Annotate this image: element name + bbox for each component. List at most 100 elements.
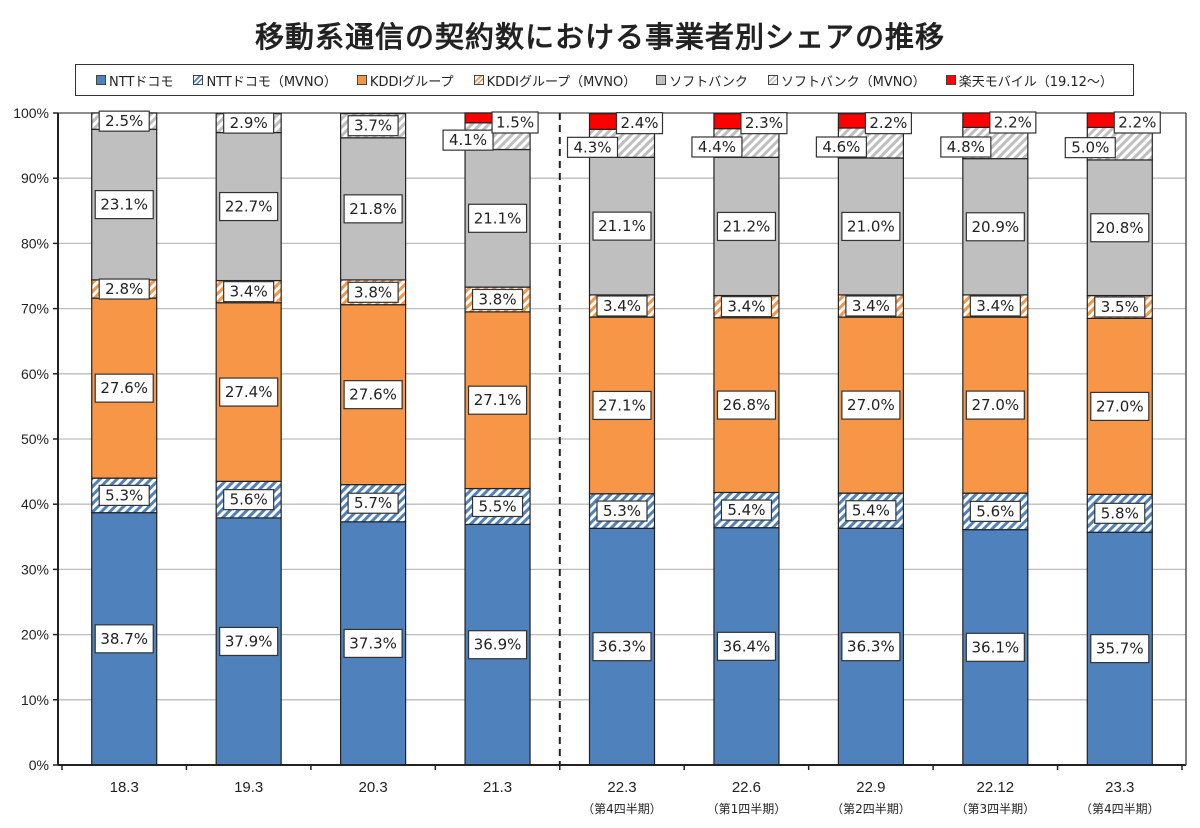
data-label-text: 2.2%: [1118, 114, 1156, 132]
x-tick-sublabel: （第2四半期）: [831, 802, 911, 816]
legend-swatch: [356, 75, 367, 85]
data-label-box: [343, 628, 403, 659]
data-label: 37.9%: [219, 626, 279, 657]
data-label-box: [98, 484, 150, 506]
data-label: 36.3%: [592, 632, 652, 662]
data-label-text: 36.9%: [474, 636, 522, 654]
data-label-box: [347, 492, 399, 514]
data-label-text: 2.9%: [230, 114, 268, 132]
legend-swatch: [767, 75, 778, 85]
data-label-box: [969, 500, 1021, 522]
data-label: 36.9%: [467, 630, 528, 660]
data-label: 20.8%: [1090, 213, 1150, 243]
data-label-text: 4.4%: [698, 138, 736, 156]
data-label-box: [1094, 502, 1146, 524]
data-label-box: [592, 211, 652, 241]
y-tick-label: 90%: [21, 170, 49, 186]
legend-swatch: [96, 75, 107, 85]
data-label-box: [841, 211, 901, 242]
data-label: 5.0%: [1064, 137, 1116, 159]
data-label-box: [566, 136, 619, 158]
data-label: 3.8%: [471, 288, 524, 311]
data-label-text: 27.0%: [972, 396, 1020, 414]
data-label-text: 20.8%: [1096, 219, 1144, 237]
data-label: 1.5%: [491, 111, 539, 134]
chart-title: 移動系通信の契約数における事業者別シェアの推移: [254, 20, 945, 54]
data-label-text: 20.9%: [972, 218, 1020, 236]
data-label: 3.8%: [347, 281, 399, 303]
legend-label: ソフトバンク（MVNO）: [780, 74, 926, 90]
data-label: 5.4%: [720, 499, 773, 521]
data-label-text: 22.7%: [225, 198, 273, 216]
data-label-text: 3.4%: [603, 297, 641, 315]
data-label-text: 27.6%: [349, 386, 397, 404]
data-label-text: 5.8%: [1101, 504, 1139, 522]
data-label-text: 27.0%: [847, 396, 895, 414]
data-label: 27.1%: [592, 390, 652, 421]
data-label-box: [467, 385, 528, 415]
data-label-box: [691, 136, 743, 158]
data-label-box: [592, 632, 652, 662]
data-label: 20.9%: [965, 212, 1025, 242]
data-label-box: [219, 191, 279, 222]
data-label: 5.3%: [596, 500, 648, 522]
data-label-box: [965, 212, 1025, 242]
data-label: 5.4%: [845, 500, 897, 522]
data-label: 5.6%: [223, 489, 275, 511]
data-label-text: 36.3%: [598, 638, 646, 656]
data-label-text: 36.1%: [972, 638, 1020, 656]
data-label: 36.4%: [716, 631, 777, 661]
data-label: 38.7%: [94, 624, 154, 654]
data-label: 5.8%: [1094, 502, 1146, 524]
data-label-text: 21.1%: [598, 217, 646, 235]
data-label: 26.8%: [716, 390, 777, 420]
legend-swatch: [193, 75, 204, 85]
data-label-text: 4.8%: [947, 138, 985, 156]
y-tick-label: 80%: [21, 235, 49, 251]
y-tick-label: 60%: [21, 366, 49, 382]
data-label-text: 27.4%: [225, 383, 273, 401]
data-label-box: [223, 281, 275, 303]
data-label: 36.3%: [841, 632, 901, 662]
legend-item: NTTドコモ: [96, 71, 173, 90]
data-label-text: 36.3%: [847, 638, 895, 656]
legend-label: NTTドコモ（MVNO）: [206, 74, 337, 90]
legend-label: 楽天モバイル（19.12～）: [958, 74, 1113, 90]
data-label: 5.5%: [471, 495, 524, 518]
legend-label: KDDIグループ: [369, 74, 454, 90]
axes: 0% 10% 20% 30% 40% 50% 60% 70% 80% 90% 100% 18.3 19.…: [13, 105, 1187, 816]
data-label-box: [596, 295, 648, 317]
legend-label: KDDIグループ（MVNO）: [486, 74, 637, 90]
data-label-box: [219, 626, 279, 657]
data-label-box: [845, 295, 897, 317]
data-label-text: 5.7%: [354, 494, 392, 512]
data-label-text: 2.3%: [745, 114, 783, 132]
data-label-box: [347, 115, 399, 137]
data-label-box: [815, 136, 867, 158]
legend-item: KDDIグループ（MVNO）: [473, 71, 637, 90]
data-label: 27.1%: [467, 385, 528, 415]
data-label-box: [343, 194, 403, 224]
data-label-text: 2.2%: [994, 114, 1032, 132]
y-tick-label: 70%: [21, 301, 49, 317]
data-label: 3.4%: [596, 295, 648, 317]
legend-item: KDDIグループ: [356, 71, 454, 90]
data-label-box: [1090, 213, 1150, 243]
data-label: 5.6%: [969, 500, 1021, 522]
data-label-text: 26.8%: [723, 396, 771, 414]
data-label: 22.7%: [219, 191, 279, 222]
x-tick-label: 23.3: [1105, 779, 1134, 796]
data-label-text: 2.5%: [105, 112, 143, 130]
data-label-box: [94, 373, 154, 403]
data-label-box: [347, 281, 399, 303]
data-label-text: 3.8%: [354, 283, 392, 301]
legend-item: ソフトバンク（MVNO）: [767, 71, 926, 90]
data-label-box: [223, 489, 275, 511]
data-label-box: [471, 495, 524, 518]
data-label-text: 5.6%: [230, 491, 268, 509]
data-label: 21.1%: [467, 203, 528, 233]
data-label-box: [716, 631, 777, 661]
data-label-box: [223, 112, 275, 134]
data-label: 2.2%: [864, 112, 912, 135]
